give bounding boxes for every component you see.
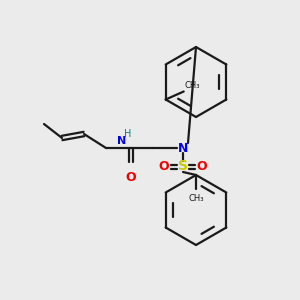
Text: O: O (126, 171, 136, 184)
Text: N: N (117, 136, 126, 146)
Text: CH₃: CH₃ (188, 194, 204, 203)
Text: O: O (197, 160, 207, 173)
Text: N: N (178, 142, 188, 154)
Text: O: O (159, 160, 169, 173)
Text: H: H (124, 129, 131, 139)
Text: CH₃: CH₃ (185, 82, 200, 91)
Text: S: S (178, 159, 188, 173)
